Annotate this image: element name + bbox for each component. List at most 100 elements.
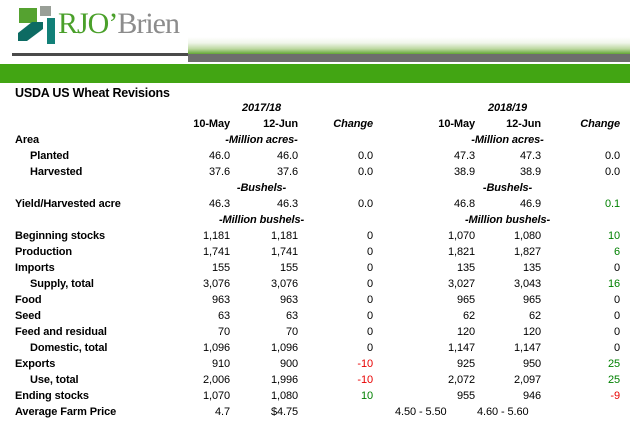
header-green-bar (0, 64, 630, 83)
col-header-10-may: 10-May (193, 118, 230, 130)
value-cell: 47.3 (519, 150, 541, 162)
table-row: Harvested 37.6 37.6 0.0 38.9 38.9 0.0 (15, 164, 622, 180)
value-cell: 155 (279, 262, 298, 274)
col-header-12-jun: 12-Jun (263, 118, 298, 130)
column-gap (375, 292, 395, 308)
column-gap (375, 372, 395, 388)
row-label: Supply, total (30, 278, 94, 290)
value-cell: $4.75 (270, 406, 298, 418)
change-value-cell: 0 (613, 294, 620, 306)
row-label: Domestic, total (30, 342, 108, 354)
change-value-cell: -9 (610, 390, 620, 402)
value-cell: 963 (279, 294, 298, 306)
column-header-row: 10-May 12-Jun Change 10-May 12-Jun Chang… (15, 116, 622, 132)
change-value-cell: 10 (607, 230, 620, 242)
table-row: Exports 910 900 -10 925 950 25 (15, 356, 622, 372)
unit-label: -Million bushels- (218, 214, 305, 226)
row-label: Use, total (30, 374, 79, 386)
column-gap (375, 388, 395, 404)
header-gray-bar (188, 54, 630, 62)
value-cell: 63 (285, 310, 298, 322)
value-cell: 38.9 (453, 166, 475, 178)
value-cell: 925 (456, 358, 475, 370)
value-cell: 46.3 (208, 198, 230, 210)
value-cell: 47.3 (453, 150, 475, 162)
value-cell: 2,072 (447, 374, 475, 386)
col-header-12-jun: 12-Jun (506, 118, 541, 130)
value-cell: 1,070 (202, 390, 230, 402)
row-label (15, 212, 150, 228)
column-gap (375, 116, 395, 132)
value-cell: 46.0 (208, 150, 230, 162)
change-value-cell: 0.0 (358, 166, 373, 178)
table-row: Average Farm Price 4.7 $4.75 4.50 - 5.50 4.6… (15, 404, 622, 420)
row-label: Exports (15, 358, 56, 370)
table-row: Supply, total 3,076 3,076 0 3,027 3,043 16 (15, 276, 622, 292)
value-cell: 135 (522, 262, 541, 274)
value-cell: 965 (456, 294, 475, 306)
row-label: Feed and residual (15, 326, 107, 338)
unit-label: -Bushels- (236, 182, 287, 194)
value-cell: 3,076 (202, 278, 230, 290)
value-cell: 37.6 (276, 166, 298, 178)
table-row: Production 1,741 1,741 0 1,821 1,827 6 (15, 244, 622, 260)
table-row: Yield/Harvested acre 46.3 46.3 0.0 46.8 46.9 0… (15, 196, 622, 212)
column-gap (375, 228, 395, 244)
value-cell: 3,027 (447, 278, 475, 290)
value-cell: 1,827 (513, 246, 541, 258)
change-value-cell: 6 (613, 246, 620, 258)
change-value-cell: 0 (613, 326, 620, 338)
value-cell: 1,096 (270, 342, 298, 354)
year-header-2017-18: 2017/18 (241, 102, 282, 114)
year-header-row: 2017/18 2018/19 (15, 100, 622, 116)
column-gap (375, 100, 395, 116)
row-label: Yield/Harvested acre (15, 198, 121, 210)
unit-label: -Million acres- (225, 134, 298, 146)
column-gap (375, 340, 395, 356)
column-gap (375, 324, 395, 340)
change-value-cell: 0 (366, 326, 373, 338)
column-gap (375, 356, 395, 372)
value-cell: 2,097 (513, 374, 541, 386)
value-cell: 120 (522, 326, 541, 338)
change-value-cell: 0 (366, 230, 373, 242)
value-cell: 3,043 (513, 278, 541, 290)
change-value-cell: 0 (366, 310, 373, 322)
price-range-cell: 4.60 - 5.60 (477, 406, 529, 418)
change-value-cell: 0.0 (605, 150, 620, 162)
value-cell: 37.6 (208, 166, 230, 178)
change-value-cell: 0 (366, 294, 373, 306)
empty-cell (15, 100, 150, 116)
change-value-cell: 25 (607, 374, 620, 386)
row-label: Average Farm Price (15, 406, 117, 418)
value-cell: 1,096 (202, 342, 230, 354)
column-gap (375, 132, 395, 148)
row-label: Ending stocks (15, 390, 89, 402)
change-value-cell (543, 404, 622, 420)
price-range-cell: 4.50 - 5.50 (395, 406, 447, 418)
value-cell: 946 (522, 390, 541, 402)
value-cell: 62 (462, 310, 475, 322)
value-cell: 1,070 (447, 230, 475, 242)
rjo-logo-mark-icon (18, 6, 55, 44)
value-cell: 46.3 (276, 198, 298, 210)
value-cell: 1,181 (270, 230, 298, 242)
column-gap (375, 404, 395, 420)
table-row: Beginning stocks 1,181 1,181 0 1,070 1,080 10 (15, 228, 622, 244)
change-value-cell: 0 (613, 310, 620, 322)
header-gradient-band (188, 37, 630, 54)
table-row: Imports 155 155 0 135 135 0 (15, 260, 622, 276)
empty-cell (15, 116, 150, 132)
value-cell: 955 (456, 390, 475, 402)
value-cell: 1,181 (202, 230, 230, 242)
value-cell: 120 (456, 326, 475, 338)
unit-row: -Bushels- -Bushels- (15, 180, 622, 196)
table-row: Feed and residual 70 70 0 120 120 0 (15, 324, 622, 340)
change-value-cell: 25 (607, 358, 620, 370)
column-gap (375, 196, 395, 212)
value-cell: 1,821 (447, 246, 475, 258)
change-value-cell (300, 404, 375, 420)
column-gap (375, 260, 395, 276)
change-value-cell: 0 (613, 342, 620, 354)
col-header-10-may: 10-May (438, 118, 475, 130)
